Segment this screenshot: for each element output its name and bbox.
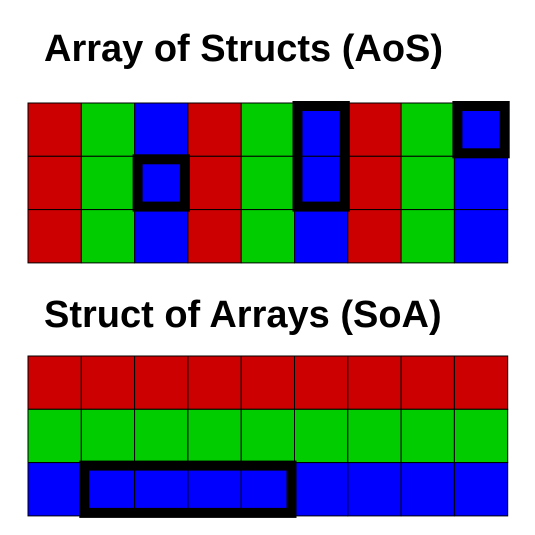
soa-cell-blue xyxy=(27,462,82,517)
soa-cell-red xyxy=(80,355,136,410)
aos-highlight-box xyxy=(292,101,350,212)
aos-cell-blue xyxy=(294,155,349,211)
aos-cell-green xyxy=(80,209,136,264)
aos-cell-red xyxy=(347,155,402,211)
aos-cell-red xyxy=(27,209,82,264)
soa-cell-blue xyxy=(294,462,349,517)
soa-cell-green xyxy=(453,408,509,464)
aos-cell-red xyxy=(27,102,82,157)
aos-cell-blue xyxy=(134,102,189,157)
soa-cell-green xyxy=(187,408,242,464)
aos-highlight-box xyxy=(132,154,190,212)
aos-cell-green xyxy=(240,155,295,211)
soa-cell-red xyxy=(27,355,82,410)
soa-cell-green xyxy=(80,408,136,464)
soa-cell-green xyxy=(347,408,402,464)
aos-cell-red xyxy=(27,155,82,211)
soa-cell-blue xyxy=(187,462,242,517)
soa-cell-green xyxy=(27,408,82,464)
aos-cell-blue xyxy=(453,155,509,211)
soa-cell-red xyxy=(134,355,189,410)
aos-cell-red xyxy=(187,102,242,157)
aos-cell-green xyxy=(400,209,455,264)
aos-title: Array of Structs (AoS) xyxy=(44,28,444,70)
aos-cell-green xyxy=(80,102,136,157)
aos-cell-red xyxy=(187,209,242,264)
soa-cell-red xyxy=(347,355,402,410)
soa-cell-red xyxy=(187,355,242,410)
soa-highlights xyxy=(79,460,297,518)
soa-cell-green xyxy=(134,408,189,464)
soa-cell-green xyxy=(294,408,349,464)
soa-cell-red xyxy=(453,355,509,410)
aos-cell-red xyxy=(347,102,402,157)
aos-highlight-box xyxy=(452,101,510,159)
soa-highlight-box xyxy=(79,460,297,518)
soa-cell-green xyxy=(240,408,295,464)
soa-cell-blue xyxy=(347,462,402,517)
aos-cell-blue xyxy=(294,209,349,264)
aos-cell-red xyxy=(187,155,242,211)
soa-cell-green xyxy=(400,408,455,464)
aos-cell-green xyxy=(240,209,295,264)
soa-title: Struct of Arrays (SoA) xyxy=(44,294,442,336)
soa-cell-blue xyxy=(453,462,509,517)
aos-grid xyxy=(27,102,509,264)
aos-cell-green xyxy=(240,102,295,157)
soa-cell-red xyxy=(240,355,295,410)
soa-grid xyxy=(27,355,509,517)
aos-cell-green xyxy=(80,155,136,211)
soa-cell-blue xyxy=(134,462,189,517)
aos-cell-blue xyxy=(453,209,509,264)
aos-cell-red xyxy=(347,209,402,264)
soa-cell-red xyxy=(294,355,349,410)
soa-cell-red xyxy=(400,355,455,410)
aos-cell-green xyxy=(400,155,455,211)
soa-cell-blue xyxy=(400,462,455,517)
aos-cell-green xyxy=(400,102,455,157)
aos-cell-blue xyxy=(134,209,189,264)
aos-highlights xyxy=(132,101,510,212)
